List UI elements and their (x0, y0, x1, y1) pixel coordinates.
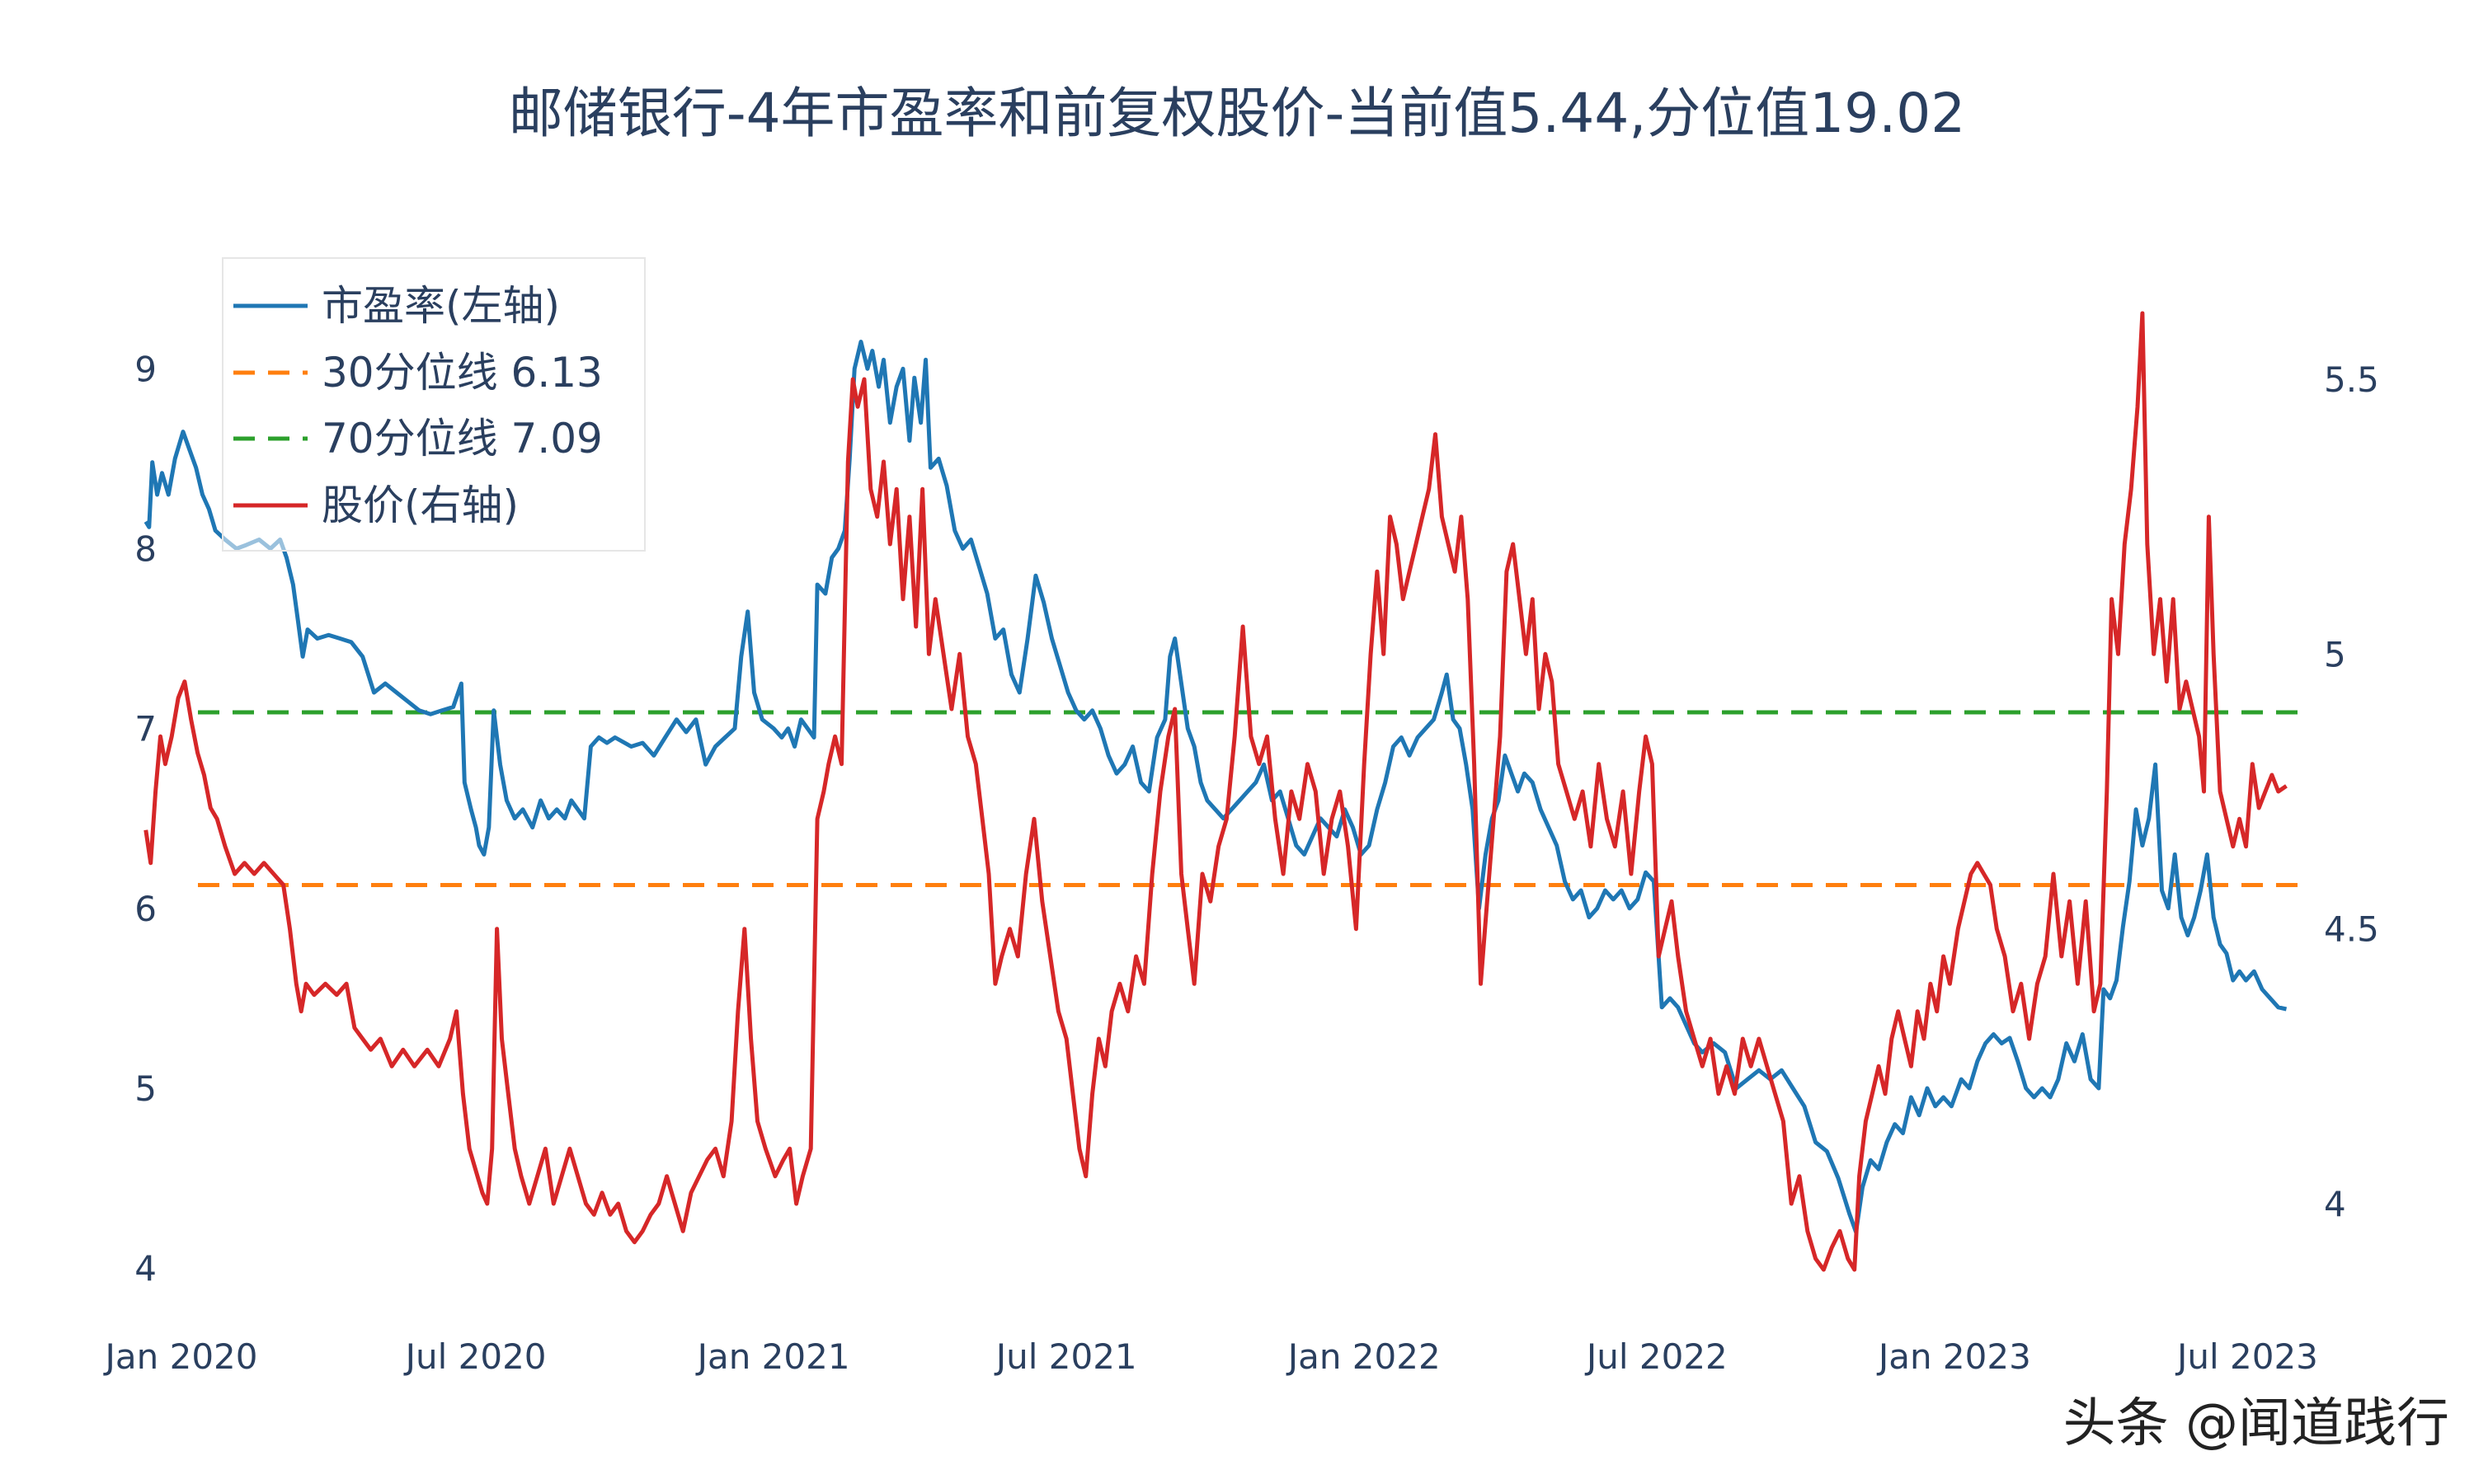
x-axis: Jan 2020 Jul 2020 Jan 2021 Jul 2021 Jan 2022… (103, 1336, 2318, 1377)
y-left-tick-label: 4 (134, 1248, 157, 1289)
x-tick-label: Jan 2023 (1876, 1336, 2031, 1377)
y-left-tick-label: 5 (134, 1068, 157, 1109)
legend-label-price: 股价(右轴) (322, 481, 519, 529)
y-left-tick-label: 7 (134, 709, 157, 749)
legend: 市盈率(左轴) 30分位线 6.13 70分位线 7.09 股价(右轴) (222, 257, 646, 552)
y-right-tick-label: 4.5 (2324, 909, 2379, 950)
y-right-axis: 4 4.5 5 5.5 (2324, 359, 2379, 1224)
x-tick-label: Jul 2020 (403, 1336, 547, 1377)
legend-label-pe: 市盈率(左轴) (322, 282, 560, 330)
stock-price-series-line (143, 311, 2288, 1272)
y-left-tick-label: 8 (134, 528, 157, 569)
x-tick-label: Jan 2022 (1286, 1336, 1441, 1377)
watermark: 头条 @闻道践行 (2063, 1393, 2449, 1454)
x-tick-label: Jul 2021 (994, 1336, 1137, 1377)
x-tick-label: Jul 2022 (1584, 1336, 1728, 1377)
pe-ratio-series-line (143, 340, 2288, 1234)
y-right-tick-label: 5.5 (2324, 359, 2379, 400)
legend-label-p30: 30分位线 6.13 (322, 349, 603, 397)
legend-label-p70: 70分位线 7.09 (322, 415, 603, 463)
x-tick-label: Jul 2023 (2175, 1336, 2318, 1377)
y-left-axis: 4 5 6 7 8 9 (134, 349, 157, 1289)
x-tick-label: Jan 2020 (103, 1336, 258, 1377)
y-left-tick-label: 6 (134, 889, 157, 929)
y-left-tick-label: 9 (134, 349, 157, 389)
y-right-tick-label: 4 (2324, 1184, 2346, 1224)
x-tick-label: Jan 2021 (695, 1336, 850, 1377)
y-right-tick-label: 5 (2324, 634, 2346, 674)
chart-title: 邮储银行-4年市盈率和前复权股价-当前值5.44,分位值19.02 (509, 82, 1966, 145)
